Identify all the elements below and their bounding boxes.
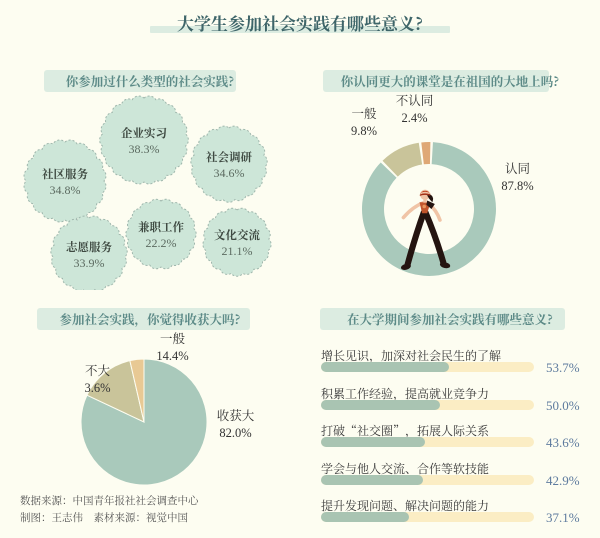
svg-text:企业实习: 企业实习 [121,125,167,141]
svg-text:兼职工作: 兼职工作 [138,219,184,235]
svg-text:34.8%: 34.8% [50,183,81,197]
svg-text:33.9%: 33.9% [74,256,105,270]
svg-text:21.1%: 21.1% [222,244,253,258]
svg-text:志愿服务: 志愿服务 [66,239,112,255]
svg-text:社区服务: 社区服务 [42,166,88,182]
svg-text:文化交流: 文化交流 [214,227,260,243]
svg-text:社会调研: 社会调研 [206,149,252,165]
svg-text:22.2%: 22.2% [146,236,177,250]
svg-text:34.6%: 34.6% [214,166,245,180]
svg-text:38.3%: 38.3% [129,142,160,156]
